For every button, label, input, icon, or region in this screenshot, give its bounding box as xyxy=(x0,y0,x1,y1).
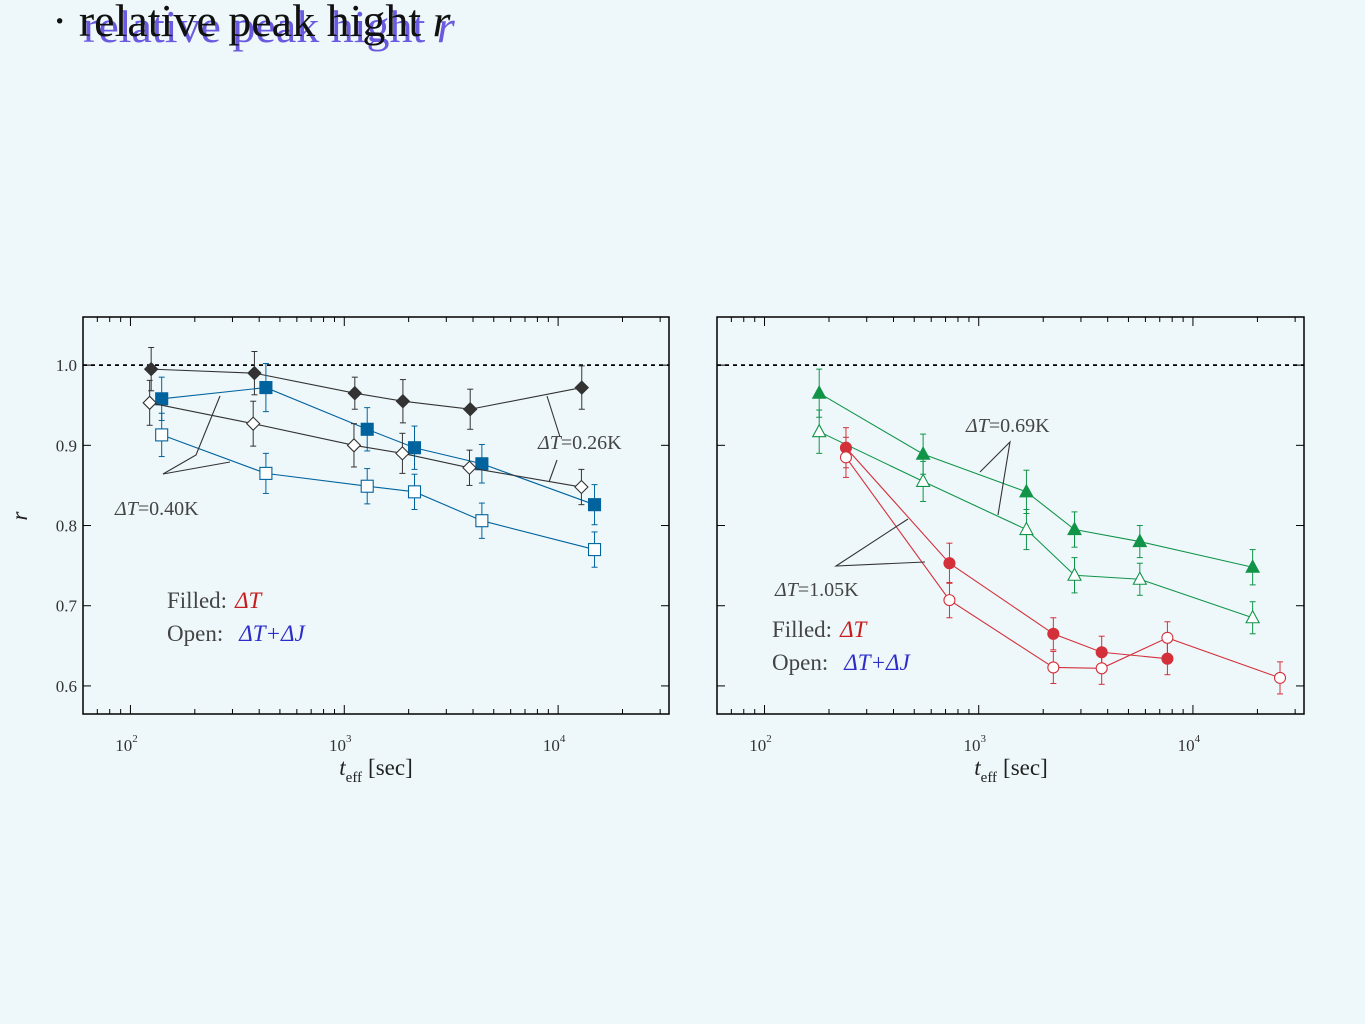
data-point-diamond xyxy=(347,385,363,401)
x-tick-label: 104 xyxy=(543,733,566,755)
slide-title: relative peak hight r · relative peak hi… xyxy=(52,0,455,52)
series-circle-open xyxy=(839,436,1287,695)
data-point-circle xyxy=(839,451,853,464)
data-point-diamond xyxy=(395,446,410,461)
right-legend-filled: Filled: ΔT xyxy=(772,617,869,642)
data-point-triangle xyxy=(1245,609,1261,624)
data-point-triangle xyxy=(1245,559,1261,573)
series-line xyxy=(161,387,595,506)
left-axis-ticks: 0.6 0.7 0.8 0.9 1.0 102 103 104 xyxy=(56,317,669,755)
data-point-square xyxy=(587,543,602,557)
title-text: relative peak hight xyxy=(78,0,422,46)
data-point-square xyxy=(360,422,374,436)
y-tick-label: 0.6 xyxy=(56,677,77,696)
data-point-circle xyxy=(1047,627,1060,640)
series-square-filled xyxy=(155,363,602,526)
data-point-triangle xyxy=(915,445,931,460)
series-line xyxy=(818,431,1253,619)
data-point-square xyxy=(475,457,489,471)
series-line xyxy=(845,457,1281,679)
data-point-triangle xyxy=(1019,521,1034,536)
x-tick-label: 103 xyxy=(963,733,986,755)
data-point-square xyxy=(259,381,273,395)
left-legend-open: Open: ΔT+ΔJ xyxy=(167,621,307,646)
title-variable: r xyxy=(432,0,451,46)
data-point-diamond xyxy=(245,416,261,431)
data-point-circle xyxy=(1273,671,1287,684)
series-square-open xyxy=(155,412,602,568)
right-x-axis-title: teff [sec] xyxy=(974,755,1047,786)
left-x-axis-title: teff [sec] xyxy=(339,755,412,786)
series-line xyxy=(161,434,595,551)
left-annotation-040k: ΔT=0.40K xyxy=(114,498,199,520)
data-point-circle xyxy=(943,594,956,607)
x-tick-label: 102 xyxy=(115,733,138,755)
left-y-axis-title: r xyxy=(7,510,32,520)
x-tick-label: 102 xyxy=(749,733,772,755)
data-point-triangle xyxy=(1067,567,1082,581)
data-point-circle xyxy=(1161,652,1174,665)
left-plot-frame xyxy=(82,316,670,715)
data-point-diamond xyxy=(574,380,590,395)
title-shadow: relative peak hight r xyxy=(83,1,455,52)
data-point-square xyxy=(407,485,422,499)
right-annotation-leaders xyxy=(834,440,1011,567)
data-point-square xyxy=(587,498,602,512)
left-legend-filled: Filled: ΔT xyxy=(167,588,264,613)
left-annotation-leaders xyxy=(162,395,561,483)
series-triangle-open xyxy=(811,409,1261,635)
data-point-square xyxy=(360,479,374,493)
right-annotation-105k: ΔT=1.05K xyxy=(774,579,859,601)
left-series-layer xyxy=(142,346,602,568)
data-point-square xyxy=(155,428,169,442)
data-point-circle xyxy=(943,557,956,570)
right-legend-open: Open: ΔT+ΔJ xyxy=(772,650,912,675)
data-point-circle xyxy=(1047,661,1060,674)
series-diamond-open xyxy=(142,379,589,506)
right-axis-ticks: 102 103 104 xyxy=(716,317,1304,755)
y-tick-label: 0.7 xyxy=(56,597,78,616)
data-point-diamond xyxy=(395,393,411,409)
title-bullet: · xyxy=(52,0,68,46)
data-point-triangle xyxy=(915,473,931,487)
data-point-diamond xyxy=(346,438,362,453)
data-point-square xyxy=(155,392,169,406)
right-chart-panel: 102 103 104 teff [sec] ΔT=0.69K ΔT=1.05K Fi… xyxy=(716,316,1305,786)
y-tick-label: 1.0 xyxy=(56,356,77,375)
left-annotation-026k: ΔT=0.26K xyxy=(537,432,622,454)
data-point-diamond xyxy=(462,460,477,476)
series-line xyxy=(818,392,1253,568)
data-point-diamond xyxy=(462,401,478,417)
y-tick-label: 0.8 xyxy=(56,517,77,536)
data-point-triangle xyxy=(1067,521,1082,536)
data-point-triangle xyxy=(1019,483,1034,498)
data-point-diamond xyxy=(143,361,159,377)
data-point-diamond xyxy=(142,395,157,411)
data-point-triangle xyxy=(1132,571,1148,585)
y-tick-label: 0.9 xyxy=(56,436,77,455)
data-point-diamond xyxy=(574,479,589,495)
series-line xyxy=(151,368,582,410)
x-tick-label: 104 xyxy=(1178,733,1201,755)
data-point-triangle xyxy=(811,385,827,399)
x-tick-label: 103 xyxy=(329,733,352,755)
data-point-circle xyxy=(1161,631,1174,644)
series-diamond-filled xyxy=(143,346,590,430)
data-point-circle xyxy=(1095,662,1108,675)
right-plot-frame xyxy=(716,316,1305,715)
data-point-diamond xyxy=(247,365,262,381)
right-annotation-069k: ΔT=0.69K xyxy=(965,415,1050,437)
data-point-square xyxy=(475,514,489,528)
right-series-layer xyxy=(811,368,1287,695)
data-point-triangle xyxy=(1132,533,1148,548)
left-chart-panel: 0.6 0.7 0.8 0.9 1.0 102 103 104 r teff [sec] ΔT=… xyxy=(7,316,670,786)
series-line xyxy=(149,402,582,488)
data-point-square xyxy=(259,466,273,480)
data-point-triangle xyxy=(811,423,827,438)
data-point-square xyxy=(407,441,422,455)
